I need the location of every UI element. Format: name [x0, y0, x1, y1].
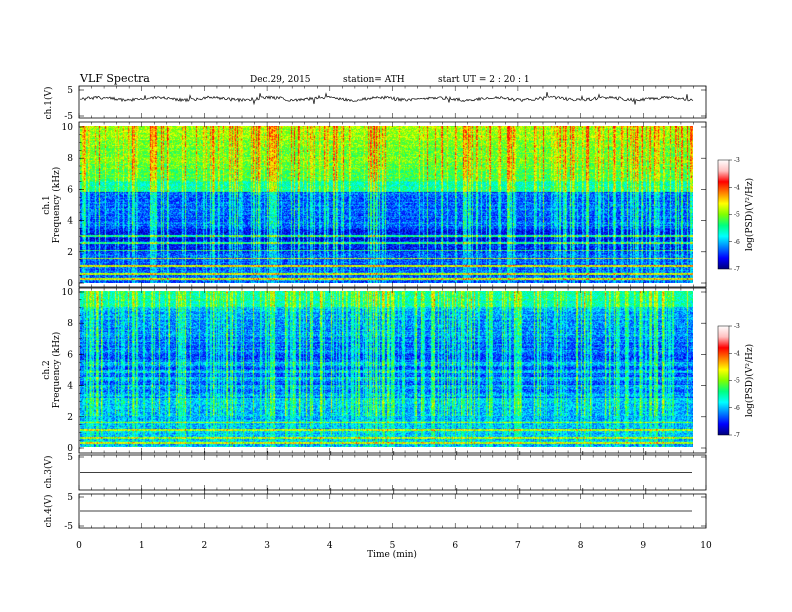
- x-tick-label: 7: [515, 541, 521, 551]
- cb1-label: log(PSD)(V²/Hz): [744, 178, 755, 251]
- ch4-wave-ytick-label: -5: [64, 522, 73, 532]
- ch1-waveform-ylabel: ch.1(V): [43, 87, 54, 120]
- x-tick-label: 4: [327, 541, 333, 551]
- ch2-spec-ytick-label: 4: [67, 382, 73, 392]
- cb1-tick-label: -4: [734, 184, 740, 191]
- ch2-spec-ytick-label: 2: [67, 413, 73, 423]
- x-tick-label: 2: [202, 541, 208, 551]
- ch2-spec-ytick-label: 0: [67, 444, 73, 454]
- ch1-spec-ylabel-line1: ch.1: [42, 195, 52, 214]
- ch1-spec-ytick-label: 8: [67, 154, 73, 164]
- colorbar-ch1: [717, 159, 730, 270]
- ch1-spec-ytick-label: 0: [67, 279, 73, 289]
- ch2-spec-ylabel-line1: ch.2: [42, 360, 52, 379]
- ch2-spec-ytick-label: 6: [67, 350, 73, 360]
- cb2-tick-label: -7: [734, 432, 740, 439]
- cb2-tick-label: -6: [734, 405, 740, 412]
- x-tick-label: 5: [390, 541, 396, 551]
- ch1-wave-ytick-label: -5: [64, 112, 73, 122]
- waveform-layer: [80, 92, 694, 512]
- figure-title: VLF Spectra: [79, 72, 150, 85]
- x-tick-label: 3: [264, 541, 270, 551]
- ch2-spec-ytick-label: 8: [67, 319, 73, 329]
- waveform-ch1-line: [80, 92, 694, 106]
- cb2-tick-label: -3: [734, 323, 740, 330]
- ch1-spec-ytick-label: 10: [62, 123, 74, 133]
- axes-layer: [78, 86, 732, 528]
- cb2-tick-label: -4: [734, 350, 740, 357]
- x-tick-label: 10: [700, 541, 712, 551]
- header-date: Dec.29, 2015: [250, 75, 311, 85]
- ch2-spec-ylabel-line2: Frequency (kHz): [51, 332, 62, 409]
- ch1-wave-ytick-label: 5: [67, 86, 73, 96]
- ch4-waveform-ylabel: ch.4(V): [43, 495, 54, 528]
- ch1-spec-ytick-label: 4: [67, 217, 73, 227]
- ch1-spec-ytick-label: 6: [67, 185, 73, 195]
- header-station: station= ATH: [343, 75, 405, 85]
- ch3-waveform-ylabel: ch.3(V): [43, 456, 54, 489]
- labels-layer: 0 1 2 3 4 5 6 7 8 9 105-50246810024681055-5ch.1(V)…: [42, 86, 755, 551]
- cb1-tick-label: -7: [734, 266, 740, 273]
- ch3-wave-ytick-label: 5: [67, 453, 73, 463]
- x-tick-label: 9: [640, 541, 646, 551]
- spectrogram-ch1-canvas: [80, 126, 693, 283]
- ch4-wave-ytick-label: 5: [67, 493, 73, 503]
- cb1-tick-label: -5: [734, 212, 740, 219]
- spectrogram-ch1-area: [80, 126, 693, 283]
- cb2-tick-label: -5: [734, 378, 740, 385]
- cb1-tick-label: -3: [734, 157, 740, 164]
- cb2-label: log(PSD)(V²/Hz): [744, 344, 755, 417]
- spectrogram-ch2-canvas: [80, 291, 693, 447]
- ch2-spec-ytick-label: 10: [62, 288, 74, 298]
- header-start-time: start UT = 2 : 20 : 1: [438, 75, 530, 85]
- colorbar-ch2: [717, 325, 730, 436]
- ch1-spec-ylabel-line2: Frequency (kHz): [51, 167, 62, 244]
- x-tick-label: 8: [578, 541, 584, 551]
- spectrogram-ch2-area: [80, 291, 693, 447]
- x-tick-label: 6: [452, 541, 458, 551]
- ch1-spec-ytick-label: 2: [67, 248, 73, 258]
- x-tick-label: 0: [76, 541, 82, 551]
- x-tick-label: 1: [139, 541, 145, 551]
- x-axis-label: Time (min): [367, 549, 417, 560]
- cb1-tick-label: -6: [734, 239, 740, 246]
